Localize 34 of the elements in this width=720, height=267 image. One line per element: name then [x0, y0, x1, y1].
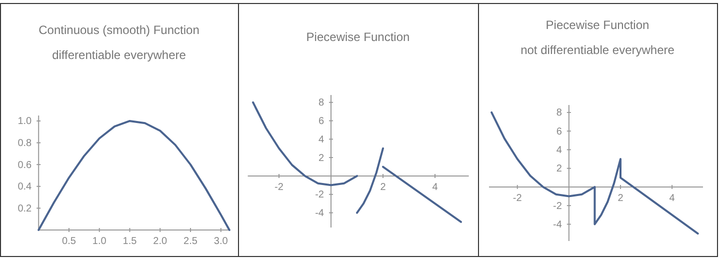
chart-subtitle: not differentiable everywhere — [520, 43, 675, 57]
y-tick-label: 8 — [556, 108, 562, 119]
y-tick-label: 0.8 — [18, 138, 32, 149]
y-tick-label: 6 — [556, 126, 562, 138]
y-tick-label: 0.4 — [18, 182, 32, 193]
x-tick-label: 4 — [669, 193, 676, 204]
y-tick-label: 6 — [318, 116, 324, 127]
chart-title: Continuous (smooth) Function — [38, 23, 200, 37]
chart-title: Piecewise Function — [306, 30, 410, 44]
y-tick-label: -2 — [553, 200, 562, 212]
x-tick-label: 0.5 — [62, 236, 76, 248]
x-tick-label: 2.5 — [184, 236, 198, 248]
y-tick-label: -4 — [553, 219, 562, 230]
y-tick-label: 4 — [318, 134, 324, 146]
x-tick-label: 3.0 — [214, 236, 228, 248]
y-tick-label: 1.0 — [18, 116, 32, 128]
x-tick-label: -2 — [512, 193, 522, 204]
x-tick-label: 2 — [618, 193, 624, 204]
y-tick-label: 0.6 — [18, 160, 32, 171]
y-tick-label: 0.2 — [18, 203, 32, 214]
x-tick-label: -2 — [274, 182, 284, 194]
y-tick-label: 8 — [318, 98, 324, 109]
y-tick-label: 2 — [556, 164, 562, 175]
x-tick-label: 2 — [380, 182, 386, 194]
chart-subtitle: differentiable everywhere — [52, 48, 186, 62]
chart-title: Piecewise Function — [546, 18, 650, 32]
x-tick-label: 2.0 — [153, 236, 168, 248]
x-tick-label: 1.5 — [122, 236, 138, 248]
line-series — [356, 147, 384, 214]
y-tick-label: 4 — [556, 144, 562, 156]
y-tick-label: 2 — [318, 152, 324, 164]
y-tick-label: -4 — [315, 208, 324, 219]
x-tick-label: 1.0 — [92, 236, 107, 248]
x-tick-label: 4 — [432, 182, 438, 194]
